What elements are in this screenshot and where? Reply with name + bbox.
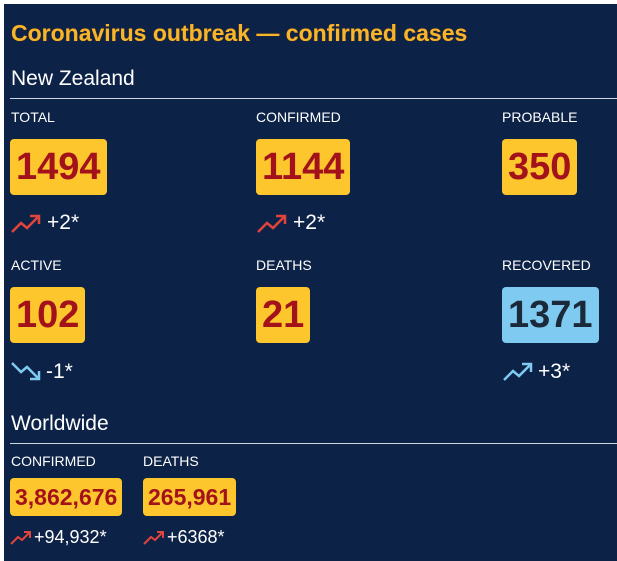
label: DEATHS [256, 257, 312, 273]
value: 265,961 [143, 478, 237, 516]
change: -1* [46, 360, 73, 383]
trend-up [11, 214, 41, 233]
rule [10, 98, 617, 99]
heading: Worldwide [11, 412, 109, 435]
trend-up [143, 531, 164, 545]
value: 1144 [256, 139, 351, 195]
rule [10, 443, 617, 444]
value: 102 [10, 287, 86, 343]
title: Coronavirus outbreak — confirmed cases [11, 20, 468, 46]
label: ACTIVE [11, 257, 62, 273]
value: 350 [502, 139, 578, 195]
label: RECOVERED [502, 257, 591, 273]
label: DEATHS [143, 453, 199, 469]
trend-up [503, 362, 533, 381]
change: +94,932* [34, 527, 107, 547]
label: CONFIRMED [256, 109, 341, 125]
value: 1371 [502, 287, 599, 343]
trend-up [257, 214, 287, 233]
change: +2* [47, 211, 80, 234]
label: TOTAL [11, 109, 55, 125]
change: +2* [293, 211, 326, 234]
change: +3* [538, 360, 571, 383]
value: 21 [256, 287, 311, 343]
panel [4, 4, 617, 561]
value: 1494 [10, 139, 107, 195]
trend-up [10, 531, 31, 545]
value: 3,862,676 [10, 478, 123, 516]
trend-down [11, 362, 41, 381]
label: PROBABLE [502, 109, 578, 125]
change: +6368* [167, 527, 225, 547]
heading: New Zealand [11, 67, 135, 90]
label: CONFIRMED [11, 453, 96, 469]
